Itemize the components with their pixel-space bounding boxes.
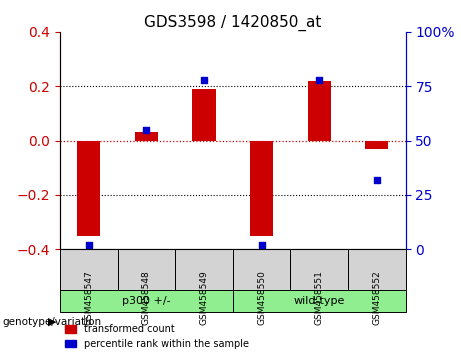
Bar bbox=[365, 141, 388, 149]
Bar bbox=[308, 81, 331, 141]
Text: GSM458552: GSM458552 bbox=[372, 270, 381, 325]
Text: GSM458549: GSM458549 bbox=[200, 270, 208, 325]
FancyBboxPatch shape bbox=[233, 249, 290, 290]
FancyBboxPatch shape bbox=[60, 290, 233, 312]
FancyBboxPatch shape bbox=[175, 249, 233, 290]
Text: GSM458547: GSM458547 bbox=[84, 270, 93, 325]
Point bbox=[373, 177, 381, 183]
Point bbox=[315, 77, 323, 82]
Point bbox=[142, 127, 150, 132]
Text: wild-type: wild-type bbox=[294, 296, 345, 306]
Bar bbox=[250, 141, 273, 236]
Legend: transformed count, percentile rank within the sample: transformed count, percentile rank withi… bbox=[65, 324, 249, 349]
Point bbox=[258, 242, 266, 248]
Point bbox=[200, 77, 207, 82]
FancyBboxPatch shape bbox=[233, 290, 406, 312]
FancyBboxPatch shape bbox=[60, 249, 118, 290]
Bar bbox=[193, 89, 216, 141]
Text: ▶: ▶ bbox=[48, 317, 57, 327]
Text: GSM458548: GSM458548 bbox=[142, 270, 151, 325]
Text: GSM458551: GSM458551 bbox=[315, 270, 324, 325]
Text: genotype/variation: genotype/variation bbox=[2, 317, 101, 327]
Text: GSM458550: GSM458550 bbox=[257, 270, 266, 325]
Point bbox=[85, 242, 92, 248]
FancyBboxPatch shape bbox=[348, 249, 406, 290]
FancyBboxPatch shape bbox=[118, 249, 175, 290]
Bar bbox=[135, 132, 158, 141]
Title: GDS3598 / 1420850_at: GDS3598 / 1420850_at bbox=[144, 14, 321, 30]
Text: p300 +/-: p300 +/- bbox=[122, 296, 171, 306]
Bar bbox=[77, 141, 100, 236]
FancyBboxPatch shape bbox=[290, 249, 348, 290]
